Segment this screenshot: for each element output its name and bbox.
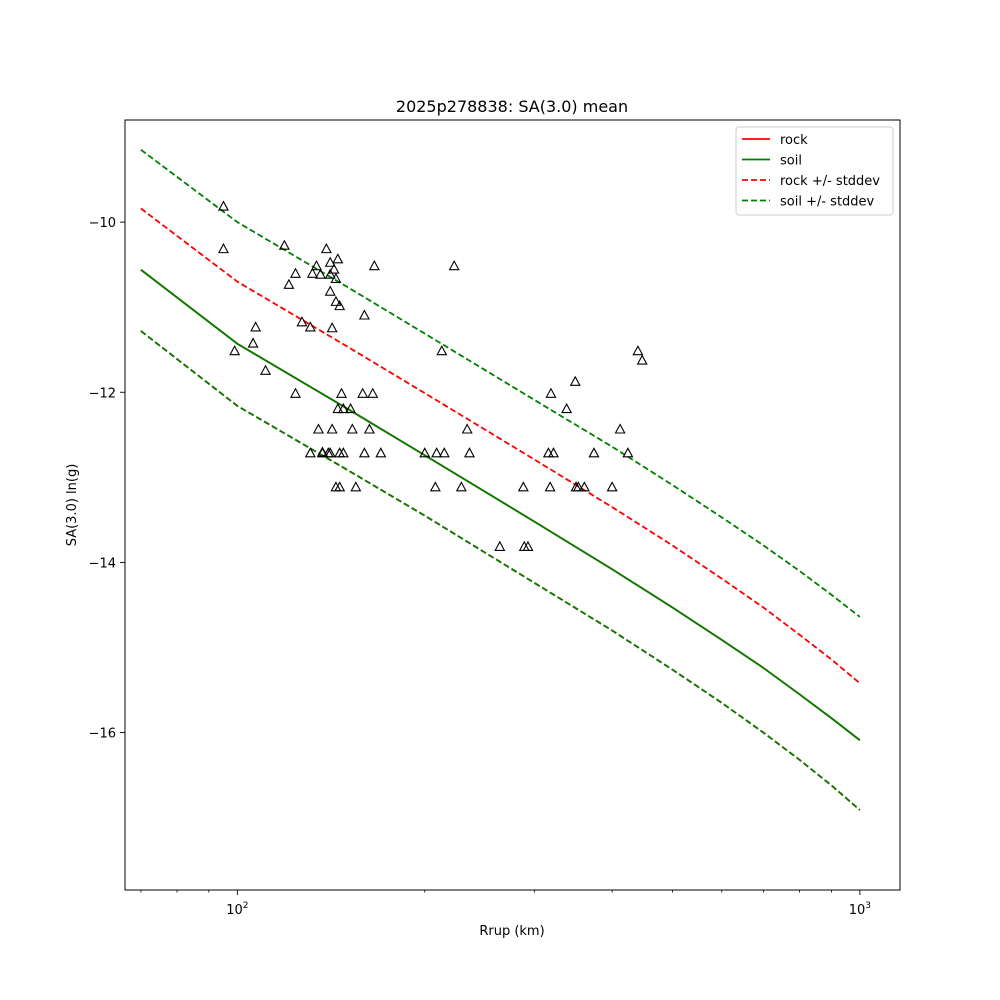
- data-point: [217, 200, 229, 211]
- data-point: [363, 423, 375, 434]
- data-point: [289, 387, 302, 398]
- y-tick-label: −12: [89, 386, 116, 401]
- data-point: [350, 481, 362, 492]
- data-point: [358, 309, 370, 320]
- series-layer: [140, 149, 861, 811]
- legend: rock soil rock +/- stddev soil +/- stddev: [735, 126, 894, 216]
- data-point: [569, 375, 581, 386]
- data-point: [588, 447, 600, 458]
- data-point: [547, 447, 560, 458]
- data-point: [334, 481, 346, 492]
- x-tick-label: 102: [226, 901, 248, 918]
- data-point: [334, 299, 346, 311]
- data-point: [357, 387, 369, 398]
- plot-area: [125, 120, 900, 890]
- data-point: [578, 481, 590, 492]
- series-line-soil-3: [140, 269, 861, 741]
- data-point: [561, 402, 573, 414]
- legend-label: rock +/- stddev: [780, 174, 880, 189]
- data-point: [335, 387, 348, 398]
- data-point: [448, 259, 460, 271]
- data-point: [545, 387, 557, 398]
- data-point: [337, 402, 349, 414]
- y-axis: −10 −12 −14 −16: [89, 216, 125, 742]
- data-point: [289, 267, 302, 278]
- data-point: [632, 345, 644, 356]
- data-point: [324, 285, 336, 296]
- data-point: [310, 259, 322, 271]
- data-point: [330, 272, 342, 283]
- data-point: [250, 321, 262, 332]
- data-point: [622, 447, 634, 458]
- data-point: [332, 402, 344, 414]
- data-point: [517, 481, 529, 492]
- data-point: [324, 256, 336, 267]
- data-point: [461, 423, 473, 434]
- data-point: [316, 447, 328, 458]
- data-point: [326, 322, 338, 333]
- data-point: [345, 402, 357, 414]
- data-point: [247, 337, 259, 348]
- data-point: [544, 481, 556, 492]
- data-point: [296, 316, 308, 327]
- data-point: [328, 263, 340, 274]
- data-point: [436, 345, 448, 356]
- legend-label: soil: [780, 154, 802, 169]
- y-axis-label: SA(3.0) ln(g): [65, 464, 80, 547]
- data-point: [375, 447, 387, 458]
- data-point: [330, 295, 342, 306]
- data-point: [463, 447, 476, 458]
- data-point: [419, 447, 431, 458]
- plot-frame: [124, 119, 901, 891]
- data-point: [522, 540, 534, 551]
- data-point: [346, 423, 358, 434]
- chart-title: 2025p278838: SA(3.0) mean: [396, 97, 628, 116]
- series-line-soil-4: [140, 149, 861, 618]
- data-point: [260, 364, 272, 375]
- y-tick-label: −10: [89, 216, 116, 231]
- series-line-soil-5: [140, 330, 861, 811]
- data-point: [494, 540, 506, 551]
- y-tick-label: −16: [89, 727, 116, 742]
- data-point: [332, 253, 344, 264]
- legend-label: soil +/- stddev: [780, 195, 875, 210]
- data-point: [368, 259, 380, 271]
- data-point: [324, 447, 336, 458]
- x-tick-label: 103: [849, 901, 871, 918]
- points-layer: [217, 200, 648, 551]
- data-point: [572, 481, 584, 492]
- legend-label: rock: [780, 133, 808, 148]
- data-point: [217, 242, 229, 254]
- data-point: [326, 423, 338, 434]
- data-point: [314, 268, 326, 279]
- data-point: [614, 423, 626, 434]
- data-point: [455, 481, 467, 492]
- x-axis-label: Rrup (km): [479, 924, 544, 939]
- data-point: [304, 321, 316, 332]
- data-point: [320, 242, 332, 254]
- data-point: [229, 345, 241, 356]
- data-point: [337, 447, 349, 458]
- x-axis: 102 103: [140, 890, 871, 918]
- data-point: [324, 268, 336, 279]
- data-point: [278, 239, 290, 250]
- legend-box: [735, 126, 894, 216]
- data-point: [312, 423, 325, 434]
- data-point: [636, 354, 648, 365]
- data-point: [431, 447, 443, 458]
- data-point: [429, 481, 441, 492]
- data-point: [304, 447, 316, 458]
- data-point: [306, 267, 318, 278]
- data-point: [438, 447, 450, 458]
- data-point: [283, 278, 295, 289]
- data-point: [358, 447, 370, 458]
- data-point: [606, 481, 618, 492]
- y-tick-label: −14: [89, 556, 116, 571]
- series-line-rock-1: [140, 207, 861, 684]
- data-point: [367, 387, 379, 398]
